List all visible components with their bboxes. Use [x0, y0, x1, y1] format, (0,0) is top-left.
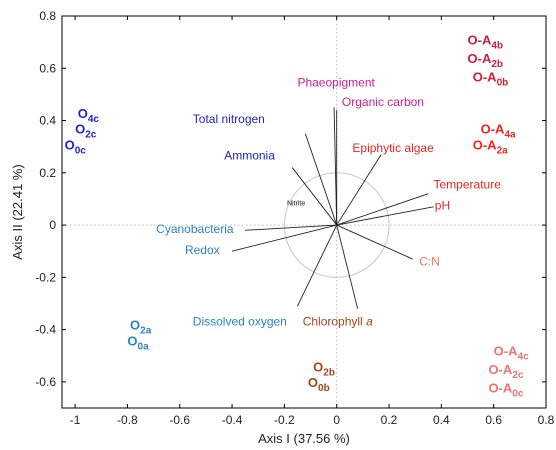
vector-line [245, 224, 337, 231]
sample-group-label: O2c [75, 122, 97, 141]
sample-group-label: O-A4a [481, 122, 516, 141]
sample-group-label: O-A4c [494, 344, 529, 363]
vector-line [336, 206, 434, 226]
sample-group-label: O2a [130, 318, 152, 337]
x-tick-label: 0.8 [538, 413, 555, 427]
x-axis-label: Axis I (37.56 %) [258, 431, 350, 446]
x-tick-label: -0.6 [169, 413, 190, 427]
vector-line [336, 193, 429, 226]
y-tick-label: 0 [49, 218, 56, 232]
sample-group-label: O0b [308, 375, 330, 394]
x-tick-label: -0.4 [222, 413, 243, 427]
sample-group-label: O0a [127, 333, 149, 352]
vector-label: Dissolved oxygen [193, 315, 287, 329]
vector-labels: Phaeopigment Organic carbon Total nitrogen… [156, 76, 501, 329]
x-axis-ticks: -1 -0.8 -0.6 -0.4 -0.2 0 0.2 0.4 0.6 0.8 [70, 16, 555, 427]
vector-label: Ammonia [224, 149, 275, 163]
vector-line [231, 224, 337, 252]
sample-group-label: O-A0b [473, 69, 509, 88]
y-tick-label: 0.4 [39, 114, 56, 128]
vector-line [336, 224, 413, 260]
x-tick-label: 0 [333, 413, 340, 427]
sample-group-label: O-A2c [488, 362, 523, 381]
sample-group-label: O-A2b [468, 51, 504, 70]
sample-group-label: O4c [78, 106, 100, 125]
x-tick-label: 0.2 [381, 413, 398, 427]
vector-line [336, 154, 382, 226]
sample-group-label: O2b [313, 359, 335, 378]
vector-label: Temperature [434, 177, 502, 191]
vector-label: Redox [185, 243, 220, 257]
plot-frame [61, 15, 547, 409]
vector-line [336, 224, 359, 309]
x-tick-label: 0.4 [433, 413, 450, 427]
vector-label: Organic carbon [342, 95, 424, 109]
vector-label: Cyanobacteria [156, 222, 234, 236]
vector-arrows [231, 107, 434, 309]
y-tick-label: -0.6 [35, 375, 56, 389]
vector-label: Phaeopigment [297, 76, 375, 90]
vector-line [291, 167, 338, 226]
y-tick-label: 0.6 [39, 61, 56, 75]
vector-label: Chlorophyll a [303, 315, 373, 329]
x-tick-label: -1 [70, 413, 81, 427]
y-tick-label: -0.2 [35, 270, 56, 284]
y-axis-ticks: -0.6 -0.4 -0.2 0 0.2 0.4 0.6 0.8 [35, 9, 546, 389]
sample-group-label: O-A2a [473, 137, 508, 156]
vector-label: C:N [419, 255, 440, 269]
vector-label: Epiphytic algae [352, 141, 434, 155]
vector-label: Nitrite [287, 200, 305, 207]
x-tick-label: 0.6 [485, 413, 502, 427]
vector-label: Total nitrogen [193, 112, 265, 126]
vector-line [304, 133, 338, 226]
y-tick-label: -0.4 [35, 323, 56, 337]
x-tick-label: -0.2 [274, 413, 295, 427]
y-tick-label: 0.8 [39, 9, 56, 23]
sample-group-label: O-A4b [468, 33, 504, 52]
x-tick-label: -0.8 [117, 413, 138, 427]
vector-line [297, 224, 338, 307]
sample-group-label: O-A0c [488, 380, 523, 399]
vector-label: pH [435, 198, 450, 212]
y-tick-label: 0.2 [39, 166, 56, 180]
sample-group-label: O0c [65, 137, 87, 156]
y-axis-label: Axis II (22.41 %) [10, 164, 25, 259]
